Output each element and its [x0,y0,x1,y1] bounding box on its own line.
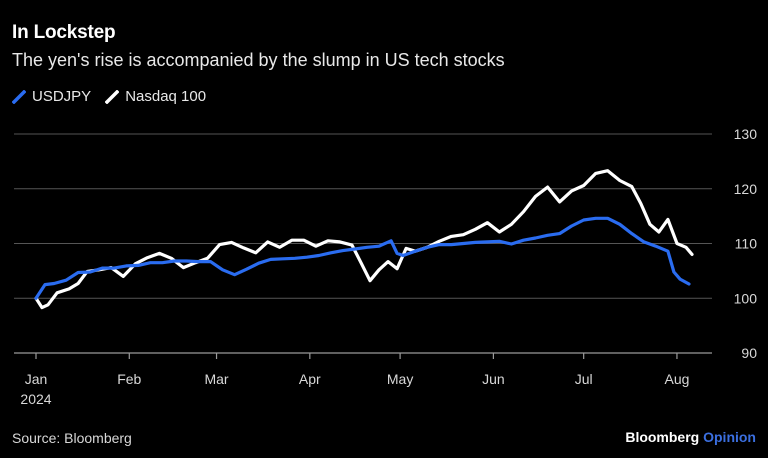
legend-swatch-nasdaq-icon [105,89,120,104]
series-line-usdjpy [34,216,691,300]
legend-item-usdjpy: USDJPY [12,88,91,105]
chart-title: In Lockstep [12,22,116,43]
legend: USDJPY Nasdaq 100 [12,88,220,105]
x-tick-label-aug: Aug [664,371,689,387]
series-line-nasdaq-100 [34,169,694,310]
chart-subtitle: The yen's rise is accompanied by the slu… [12,50,505,70]
y-tick-label-110: 110 [735,236,758,252]
legend-swatch-usdjpy-icon [12,89,26,104]
legend-label-usdjpy: USDJPY [32,88,92,105]
brand-logo: Bloomberg Opinion [625,429,756,445]
brand-name: Bloomberg [625,429,700,445]
x-tick-label-jan: Jan [25,371,48,387]
brand-suffix: Opinion [703,429,756,445]
y-tick-label-100: 100 [734,290,758,306]
legend-item-nasdaq: Nasdaq 100 [105,88,206,105]
x-tick-label-feb: Feb [117,371,141,387]
x-tick-label-may: May [387,371,413,387]
x-tick-label-mar: Mar [204,371,228,387]
x-tick-label-apr: Apr [299,371,321,387]
x-tick-label-jul: Jul [575,371,593,387]
legend-label-nasdaq: Nasdaq 100 [125,88,207,105]
y-tick-label-120: 120 [734,181,758,197]
y-tick-label-90: 90 [741,345,757,361]
x-tick-label-jun: Jun [482,371,505,387]
x-tick-sublabel-year: 2024 [20,391,51,407]
source-note: Source: Bloomberg [12,430,132,446]
y-tick-label-130: 130 [734,126,758,142]
